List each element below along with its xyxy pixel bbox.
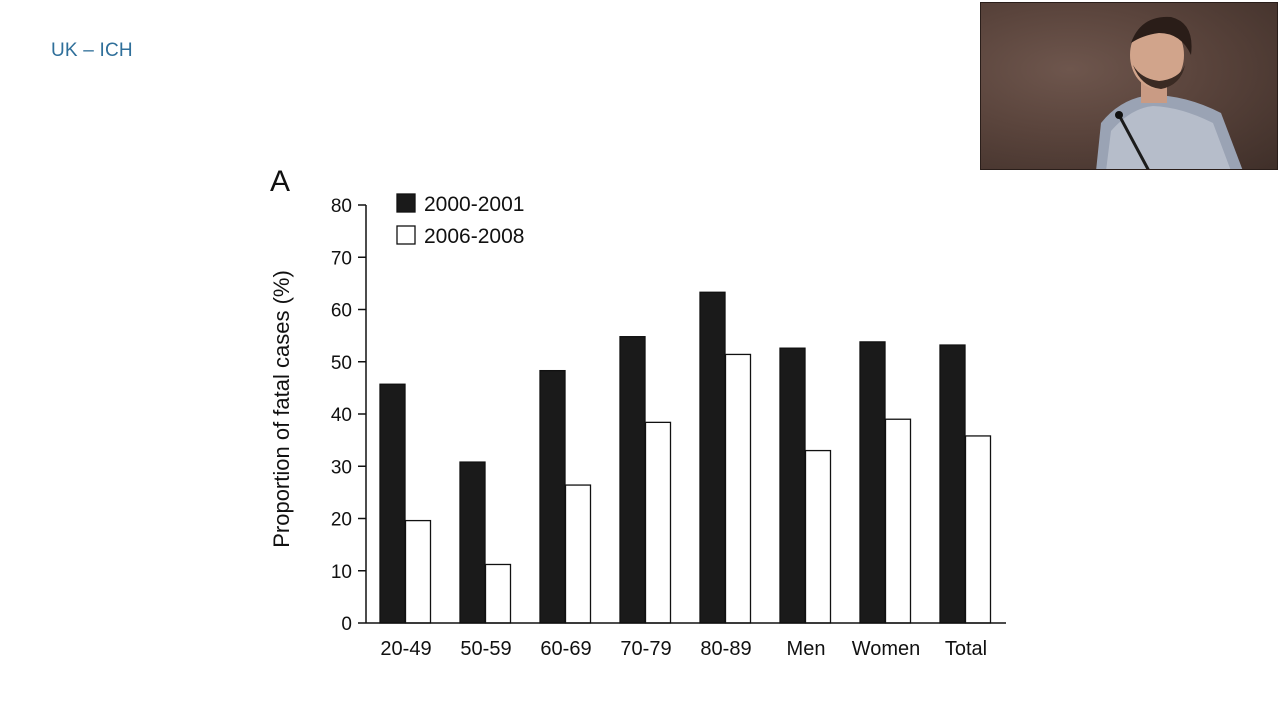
x-tick-label: Women: [852, 638, 921, 660]
x-tick-label: 70-79: [620, 638, 671, 660]
y-tick-label: 80: [331, 196, 352, 217]
x-tick-label: 60-69: [540, 638, 591, 660]
bar-2000-2001-70-79: [619, 336, 646, 624]
x-tick-label: 50-59: [460, 638, 511, 660]
y-tick-label: 50: [331, 353, 352, 374]
slide-title: UK – ICH: [51, 40, 133, 61]
x-tick-label: Men: [787, 638, 826, 660]
legend: 2000-2001 2006-2008: [396, 193, 524, 248]
x-axis-labels: 20-49 50-59 60-69 70-79 80-89 Men Women Total: [380, 638, 987, 660]
panel-label: A: [270, 165, 290, 198]
y-tick-label: 60: [331, 301, 352, 322]
bar-2006-2008-20-49: [404, 519, 432, 624]
bar-2006-2008-Men: [804, 449, 832, 624]
bar-2000-2001-Women: [859, 341, 886, 624]
bar-2000-2001-20-49: [379, 383, 406, 624]
y-axis-label: Proportion of fatal cases (%): [269, 270, 294, 548]
bar-2006-2008-Women: [884, 418, 912, 624]
y-tick-label: 10: [331, 562, 352, 583]
bars: [379, 291, 992, 624]
bar-2000-2001-80-89: [699, 291, 726, 624]
y-axis-ticks: 0 10 20 30 40 50 60 70 80: [331, 196, 366, 635]
y-tick-label: 0: [341, 614, 352, 635]
x-tick-label: 80-89: [700, 638, 751, 660]
bar-2000-2001-60-69: [539, 369, 566, 624]
y-tick-label: 30: [331, 457, 352, 478]
bar-2006-2008-70-79: [644, 421, 672, 624]
bar-2006-2008-80-89: [724, 353, 752, 624]
x-tick-label: 20-49: [380, 638, 431, 660]
bar-2000-2001-Total: [939, 344, 966, 624]
y-tick-label: 40: [331, 405, 352, 426]
bar-2000-2001-50-59: [459, 461, 486, 624]
presenter-video-icon: [980, 2, 1278, 170]
legend-swatch: [396, 193, 416, 213]
bar-2006-2008-Total: [964, 435, 992, 624]
bar-2000-2001-Men: [779, 347, 806, 624]
bar-2006-2008-60-69: [564, 484, 592, 624]
y-tick-label: 20: [331, 510, 352, 531]
legend-label: 2000-2001: [424, 193, 524, 216]
presenter-figure-icon: [1096, 16, 1243, 169]
y-tick-label: 70: [331, 248, 352, 269]
legend-label: 2006-2008: [424, 225, 524, 248]
bar-2006-2008-50-59: [484, 563, 512, 624]
x-tick-label: Total: [945, 638, 987, 660]
legend-swatch: [396, 225, 416, 245]
